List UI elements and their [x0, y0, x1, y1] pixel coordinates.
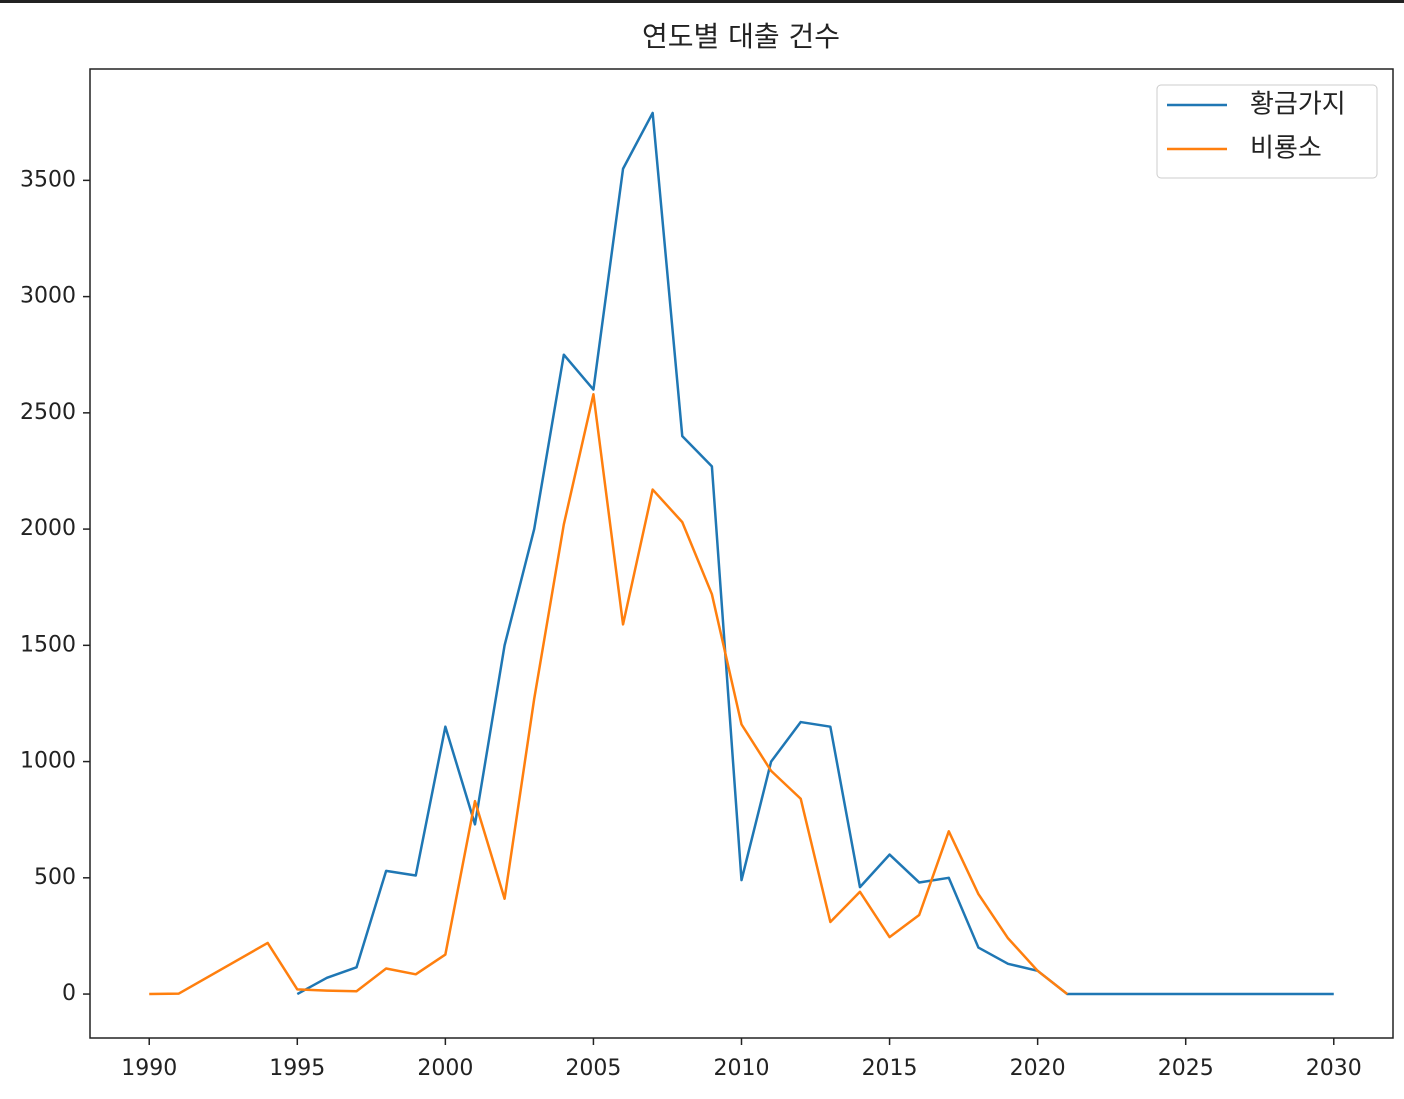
legend-label: 비룡소	[1250, 134, 1322, 164]
y-tick-label: 500	[34, 865, 76, 890]
x-tick-label: 2005	[565, 1056, 621, 1081]
y-tick-label: 2500	[20, 400, 76, 425]
legend-label: 황금가지	[1250, 90, 1346, 120]
x-tick-label: 2025	[1158, 1056, 1214, 1081]
y-tick-label: 0	[62, 981, 76, 1006]
y-tick-label: 3500	[20, 167, 76, 192]
x-tick-label: 2030	[1306, 1056, 1362, 1081]
y-tick-label: 2000	[20, 516, 76, 541]
y-tick-label: 1000	[20, 749, 76, 774]
x-tick-label: 1995	[269, 1056, 325, 1081]
line-series	[149, 392, 1069, 996]
x-tick-label: 2015	[862, 1056, 918, 1081]
x-tick-label: 2000	[417, 1056, 473, 1081]
x-tick-label: 2010	[714, 1056, 770, 1081]
chart-title: 연도별 대출 건수	[642, 20, 840, 53]
x-tick-label: 2020	[1010, 1056, 1066, 1081]
y-tick-label: 1500	[20, 632, 76, 657]
plot-frame	[89, 68, 1394, 1039]
x-tick-label: 1990	[121, 1056, 177, 1081]
line-series	[296, 111, 1334, 996]
y-tick-label: 3000	[20, 284, 76, 309]
legend-box	[1156, 84, 1378, 179]
top-border	[0, 0, 1404, 3]
